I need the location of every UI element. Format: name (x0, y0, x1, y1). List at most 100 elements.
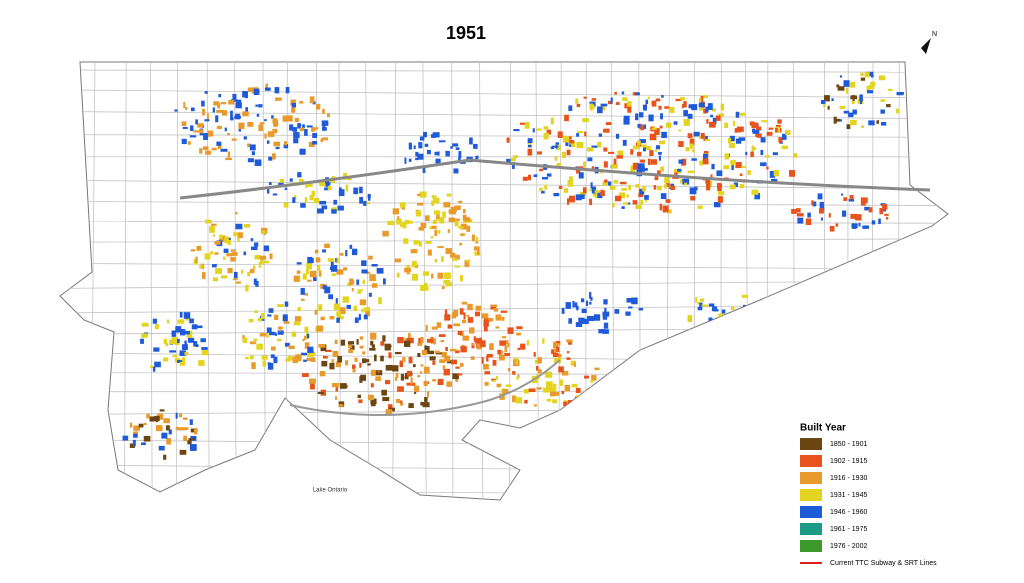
parcel (681, 162, 686, 166)
parcel (637, 140, 641, 146)
parcel (693, 131, 700, 137)
parcel (876, 120, 879, 124)
parcel (210, 251, 214, 255)
parcel (179, 361, 186, 366)
parcel (658, 155, 661, 161)
parcel (182, 126, 188, 129)
parcel (887, 88, 893, 92)
parcel (564, 114, 569, 122)
parcel (717, 196, 724, 203)
parcel (730, 160, 736, 166)
parcel (247, 158, 254, 163)
parcel (138, 423, 144, 428)
parcel (324, 187, 329, 191)
parcel (805, 218, 812, 226)
parcel (183, 330, 190, 335)
parcel (392, 365, 399, 372)
parcel (299, 101, 304, 104)
parcel (363, 314, 368, 320)
parcel (733, 182, 738, 187)
parcel (756, 133, 762, 138)
parcel (368, 255, 373, 260)
parcel (724, 153, 730, 160)
parcel (589, 301, 592, 305)
parcel (739, 184, 745, 189)
parcel (261, 230, 266, 235)
parcel (300, 203, 306, 208)
parcel (266, 327, 272, 333)
parcel (680, 179, 683, 184)
parcel (399, 202, 406, 208)
parcel (299, 148, 306, 155)
parcel (589, 198, 593, 206)
parcel (566, 351, 570, 354)
parcel (404, 340, 411, 348)
parcel (204, 119, 210, 122)
parcel (427, 350, 435, 355)
parcel (578, 317, 585, 324)
parcel (419, 371, 423, 374)
parcel (169, 339, 176, 345)
parcel (237, 235, 240, 242)
parcel (751, 189, 759, 195)
parcel (327, 182, 331, 186)
parcel (635, 92, 640, 96)
parcel (356, 339, 359, 345)
parcel (270, 354, 275, 359)
north-label: N (932, 31, 937, 38)
parcel (149, 416, 155, 422)
parcel (520, 343, 526, 350)
parcel (486, 318, 494, 322)
parcel (154, 324, 159, 330)
parcel (253, 265, 256, 270)
road (365, 62, 370, 500)
parcel (613, 158, 617, 165)
parcel (500, 310, 508, 313)
parcel (561, 390, 565, 395)
parcel (282, 115, 288, 122)
parcel (772, 152, 778, 156)
parcel (196, 245, 202, 251)
parcel (380, 355, 384, 362)
gardiner-expressway (289, 359, 561, 416)
parcel (368, 394, 374, 401)
parcel (182, 427, 189, 431)
parcel (449, 348, 457, 352)
parcel (836, 118, 840, 122)
parcel (681, 103, 685, 109)
parcel (424, 143, 429, 147)
parcel (312, 127, 319, 130)
parcel (230, 257, 236, 262)
parcel (462, 335, 470, 341)
parcel (357, 291, 362, 294)
parcel (454, 220, 459, 227)
parcel (264, 119, 267, 122)
parcel (492, 359, 497, 366)
parcel (614, 309, 620, 314)
parcel (271, 115, 274, 119)
parcel (604, 307, 607, 315)
parcel (272, 153, 276, 160)
parcel (463, 312, 466, 320)
parcel (635, 205, 642, 209)
parcel (359, 336, 364, 340)
parcel (871, 220, 876, 225)
parcel (308, 141, 315, 148)
parcel (263, 245, 270, 252)
parcel (483, 316, 488, 324)
parcel (688, 104, 694, 109)
parcel (266, 188, 270, 194)
parcel (334, 339, 338, 345)
parcel (605, 122, 612, 125)
parcel (322, 249, 327, 253)
parcel (571, 383, 578, 388)
parcel (266, 333, 269, 339)
parcel (335, 257, 339, 263)
parcel (849, 119, 857, 126)
parcel (276, 338, 282, 342)
parcel (569, 140, 576, 148)
parcel (447, 360, 452, 364)
parcel (180, 328, 186, 336)
parcel (852, 109, 857, 115)
